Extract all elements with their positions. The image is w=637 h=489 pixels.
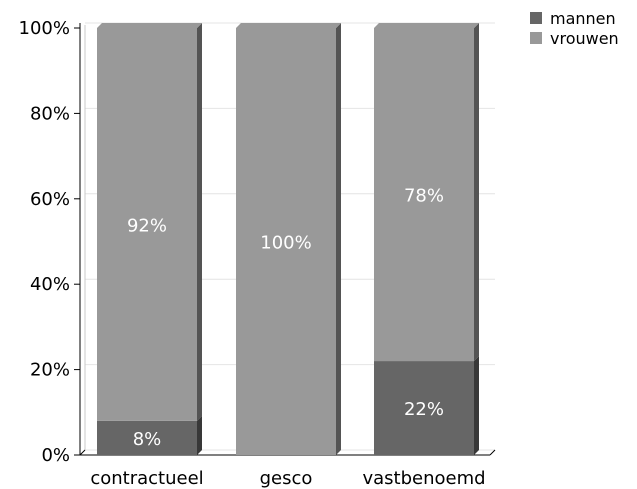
x-axis-depth-line bbox=[489, 449, 496, 456]
y-tick-label: 100% bbox=[19, 18, 70, 39]
bar-top-vrouwen-gesco bbox=[236, 23, 341, 28]
data-label-vrouwen-contractueel: 92% bbox=[127, 215, 167, 236]
y-tick-label: 60% bbox=[30, 189, 70, 210]
bar-vrouwen-gesco bbox=[236, 28, 336, 455]
bar-side-mannen-contractueel bbox=[197, 415, 202, 455]
data-label-vrouwen-gesco: 100% bbox=[260, 233, 311, 254]
bar-side-vrouwen-vastbenoemd bbox=[474, 23, 479, 362]
bar-top-vrouwen-contractueel bbox=[97, 23, 202, 28]
data-label-vrouwen-vastbenoemd: 78% bbox=[404, 186, 444, 207]
bar-vrouwen-contractueel bbox=[97, 28, 197, 421]
bars bbox=[97, 23, 479, 455]
legend-swatch-mannen bbox=[530, 12, 542, 24]
legend-label-mannen: mannen bbox=[550, 9, 616, 28]
x-tick-label: contractueel bbox=[90, 468, 203, 489]
y-tick-label: 0% bbox=[41, 445, 70, 466]
y-tick-label: 80% bbox=[30, 103, 70, 124]
x-tick-label: gesco bbox=[260, 468, 313, 489]
bar-side-mannen-vastbenoemd bbox=[474, 356, 479, 455]
data-label-mannen-contractueel: 8% bbox=[133, 429, 162, 450]
y-tick-label: 40% bbox=[30, 274, 70, 295]
bar-side-vrouwen-gesco bbox=[336, 23, 341, 455]
bar-top-vrouwen-vastbenoemd bbox=[374, 23, 479, 28]
x-axis-left-depth-line bbox=[79, 449, 86, 456]
bar-side-vrouwen-contractueel bbox=[197, 23, 202, 421]
legend-swatch-vrouwen bbox=[530, 32, 542, 44]
bar-vrouwen-vastbenoemd bbox=[374, 28, 474, 362]
data-labels: 8% 92% 100% 22% 78% bbox=[127, 186, 444, 450]
legend-label-vrouwen: vrouwen bbox=[550, 29, 619, 48]
data-label-mannen-vastbenoemd: 22% bbox=[404, 399, 444, 420]
bar-mannen-vastbenoemd bbox=[374, 361, 474, 455]
bar-mannen-contractueel bbox=[97, 420, 197, 455]
y-tick-label: 20% bbox=[30, 360, 70, 381]
x-tick-label: vastbenoemd bbox=[362, 468, 485, 489]
